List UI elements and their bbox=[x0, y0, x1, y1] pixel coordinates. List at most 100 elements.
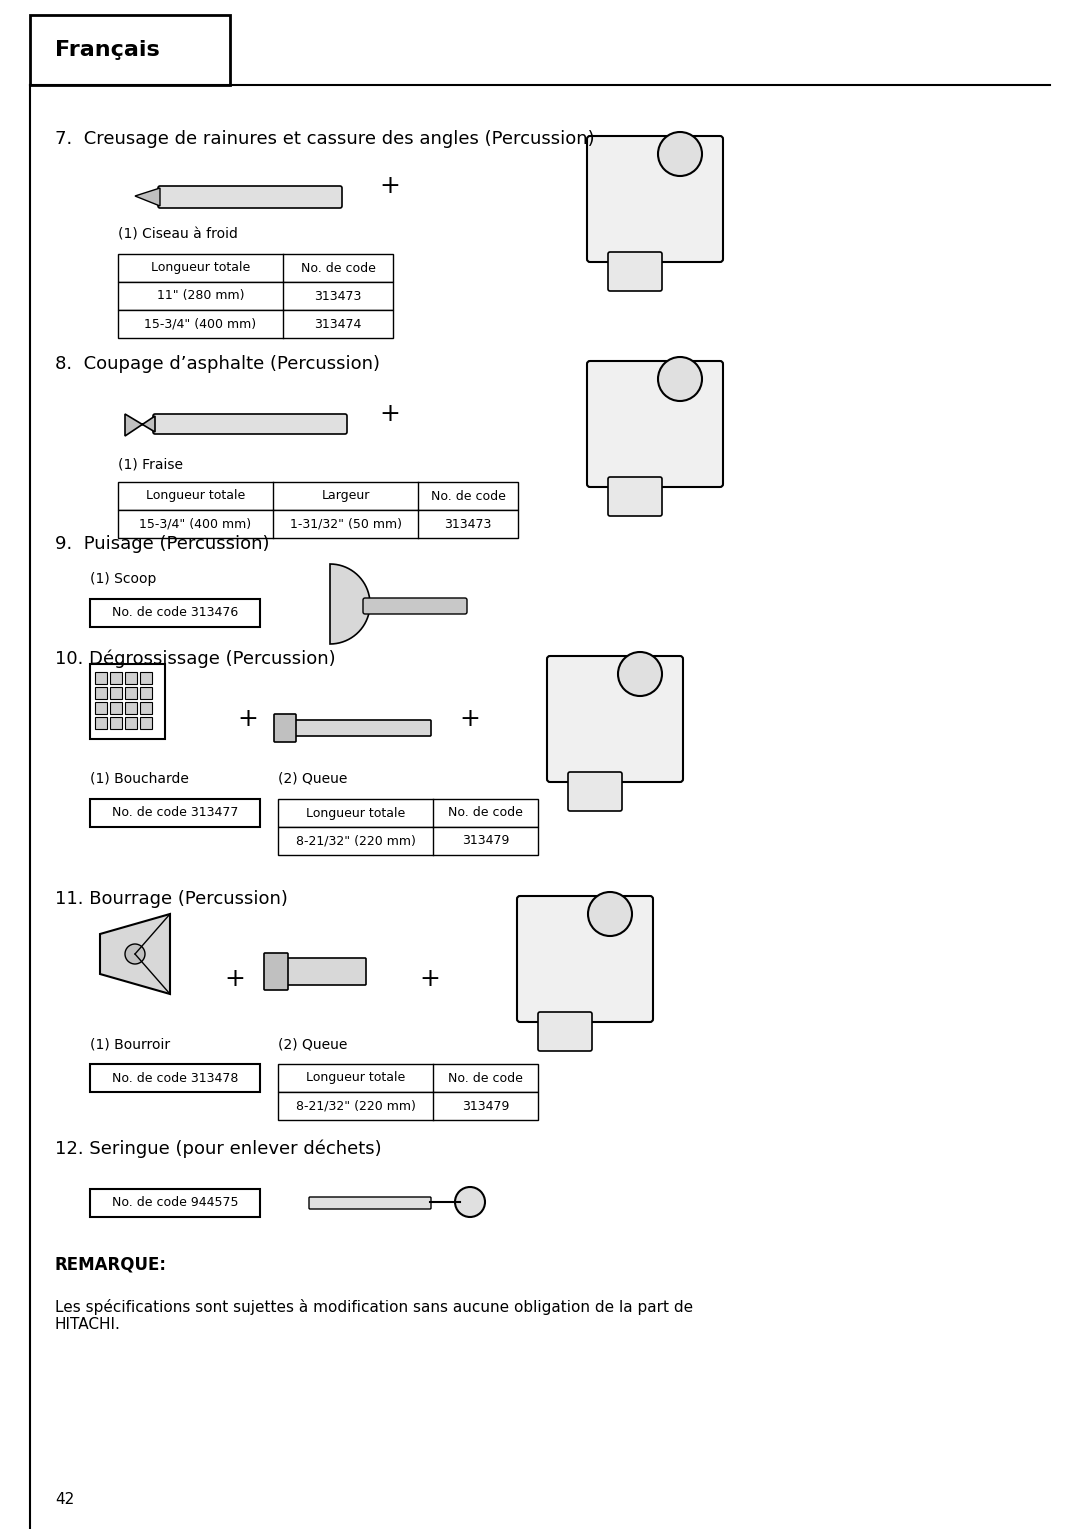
Text: 1-31/32" (50 mm): 1-31/32" (50 mm) bbox=[289, 517, 402, 531]
Text: Français: Français bbox=[55, 40, 160, 60]
Text: 11. Bourrage (Percussion): 11. Bourrage (Percussion) bbox=[55, 890, 288, 908]
Text: 313473: 313473 bbox=[314, 289, 362, 303]
Text: No. de code 313476: No. de code 313476 bbox=[112, 607, 238, 619]
Bar bbox=[278, 827, 538, 855]
Bar bbox=[118, 254, 393, 281]
Bar bbox=[125, 702, 137, 714]
Bar bbox=[125, 687, 137, 699]
Text: No. de code: No. de code bbox=[300, 261, 376, 275]
Text: 9.  Puisage (Percussion): 9. Puisage (Percussion) bbox=[55, 535, 270, 553]
Text: No. de code 313477: No. de code 313477 bbox=[112, 806, 239, 820]
Text: No. de code: No. de code bbox=[448, 806, 523, 820]
Circle shape bbox=[125, 943, 145, 963]
Text: +: + bbox=[225, 966, 245, 991]
Text: No. de code 944575: No. de code 944575 bbox=[111, 1197, 239, 1209]
Text: (1) Fraise: (1) Fraise bbox=[118, 457, 183, 471]
Text: 8-21/32" (220 mm): 8-21/32" (220 mm) bbox=[296, 1099, 416, 1113]
Text: 8.  Coupage d’asphalte (Percussion): 8. Coupage d’asphalte (Percussion) bbox=[55, 355, 380, 373]
FancyBboxPatch shape bbox=[153, 414, 347, 434]
Bar bbox=[95, 717, 107, 729]
Bar bbox=[140, 673, 152, 683]
Text: 12. Seringue (pour enlever déchets): 12. Seringue (pour enlever déchets) bbox=[55, 1139, 381, 1159]
Bar bbox=[110, 717, 122, 729]
Text: (2) Queue: (2) Queue bbox=[278, 772, 348, 786]
FancyBboxPatch shape bbox=[274, 714, 296, 742]
Text: (2) Queue: (2) Queue bbox=[278, 1037, 348, 1050]
Text: 10. Dégrossissage (Percussion): 10. Dégrossissage (Percussion) bbox=[55, 650, 336, 668]
Bar bbox=[110, 702, 122, 714]
Text: 7.  Creusage de rainures et cassure des angles (Percussion): 7. Creusage de rainures et cassure des a… bbox=[55, 130, 595, 148]
Text: +: + bbox=[419, 966, 441, 991]
Text: Les spécifications sont sujettes à modification sans aucune obligation de la par: Les spécifications sont sujettes à modif… bbox=[55, 1300, 693, 1332]
Bar bbox=[118, 511, 518, 538]
Text: 313479: 313479 bbox=[462, 835, 509, 847]
FancyBboxPatch shape bbox=[588, 136, 723, 261]
Text: 313474: 313474 bbox=[314, 318, 362, 330]
FancyBboxPatch shape bbox=[269, 959, 366, 985]
Text: No. de code 313478: No. de code 313478 bbox=[112, 1072, 239, 1084]
Text: 8-21/32" (220 mm): 8-21/32" (220 mm) bbox=[296, 835, 416, 847]
FancyBboxPatch shape bbox=[264, 953, 288, 989]
Text: (1) Bourroir: (1) Bourroir bbox=[90, 1037, 171, 1050]
Text: 15-3/4" (400 mm): 15-3/4" (400 mm) bbox=[139, 517, 252, 531]
FancyBboxPatch shape bbox=[608, 252, 662, 291]
FancyBboxPatch shape bbox=[309, 1197, 431, 1209]
FancyBboxPatch shape bbox=[279, 720, 431, 735]
Bar bbox=[90, 800, 260, 827]
Bar bbox=[90, 1064, 260, 1092]
Circle shape bbox=[658, 131, 702, 176]
Bar bbox=[118, 281, 393, 310]
Text: Longueur totale: Longueur totale bbox=[146, 489, 245, 503]
Text: (1) Ciseau à froid: (1) Ciseau à froid bbox=[118, 226, 238, 242]
Bar bbox=[30, 15, 230, 86]
Text: +: + bbox=[379, 174, 401, 197]
Polygon shape bbox=[135, 188, 160, 206]
Circle shape bbox=[618, 651, 662, 696]
Bar bbox=[118, 310, 393, 338]
Bar bbox=[278, 1092, 538, 1121]
Text: Longueur totale: Longueur totale bbox=[151, 261, 251, 275]
Bar bbox=[110, 687, 122, 699]
Bar bbox=[278, 800, 538, 827]
Text: 42: 42 bbox=[55, 1491, 75, 1506]
Bar bbox=[90, 599, 260, 627]
FancyBboxPatch shape bbox=[538, 1012, 592, 1050]
Bar bbox=[140, 702, 152, 714]
FancyBboxPatch shape bbox=[517, 896, 653, 1021]
Text: (1) Scoop: (1) Scoop bbox=[90, 572, 157, 586]
Text: +: + bbox=[238, 706, 258, 731]
Circle shape bbox=[658, 356, 702, 401]
FancyBboxPatch shape bbox=[608, 477, 662, 515]
Text: 11" (280 mm): 11" (280 mm) bbox=[157, 289, 244, 303]
Text: 15-3/4" (400 mm): 15-3/4" (400 mm) bbox=[145, 318, 257, 330]
FancyBboxPatch shape bbox=[588, 361, 723, 488]
Bar bbox=[90, 1190, 260, 1217]
Bar bbox=[95, 673, 107, 683]
Text: No. de code: No. de code bbox=[448, 1072, 523, 1084]
FancyBboxPatch shape bbox=[363, 598, 467, 615]
Text: 313473: 313473 bbox=[444, 517, 491, 531]
Text: 313479: 313479 bbox=[462, 1099, 509, 1113]
FancyBboxPatch shape bbox=[568, 772, 622, 810]
Bar bbox=[278, 1064, 538, 1092]
Text: Largeur: Largeur bbox=[322, 489, 369, 503]
Text: Longueur totale: Longueur totale bbox=[306, 1072, 405, 1084]
Bar bbox=[95, 702, 107, 714]
FancyBboxPatch shape bbox=[158, 187, 342, 208]
Bar bbox=[140, 687, 152, 699]
Bar bbox=[125, 673, 137, 683]
Circle shape bbox=[455, 1187, 485, 1217]
Polygon shape bbox=[100, 914, 170, 994]
Text: +: + bbox=[460, 706, 481, 731]
Text: REMARQUE:: REMARQUE: bbox=[55, 1255, 167, 1274]
Text: (1) Boucharde: (1) Boucharde bbox=[90, 772, 189, 786]
Bar bbox=[140, 717, 152, 729]
Bar bbox=[118, 482, 518, 511]
Circle shape bbox=[588, 891, 632, 936]
FancyBboxPatch shape bbox=[546, 656, 683, 781]
Bar bbox=[110, 673, 122, 683]
Text: +: + bbox=[379, 402, 401, 427]
Text: Longueur totale: Longueur totale bbox=[306, 806, 405, 820]
Polygon shape bbox=[330, 564, 370, 644]
Bar bbox=[95, 687, 107, 699]
